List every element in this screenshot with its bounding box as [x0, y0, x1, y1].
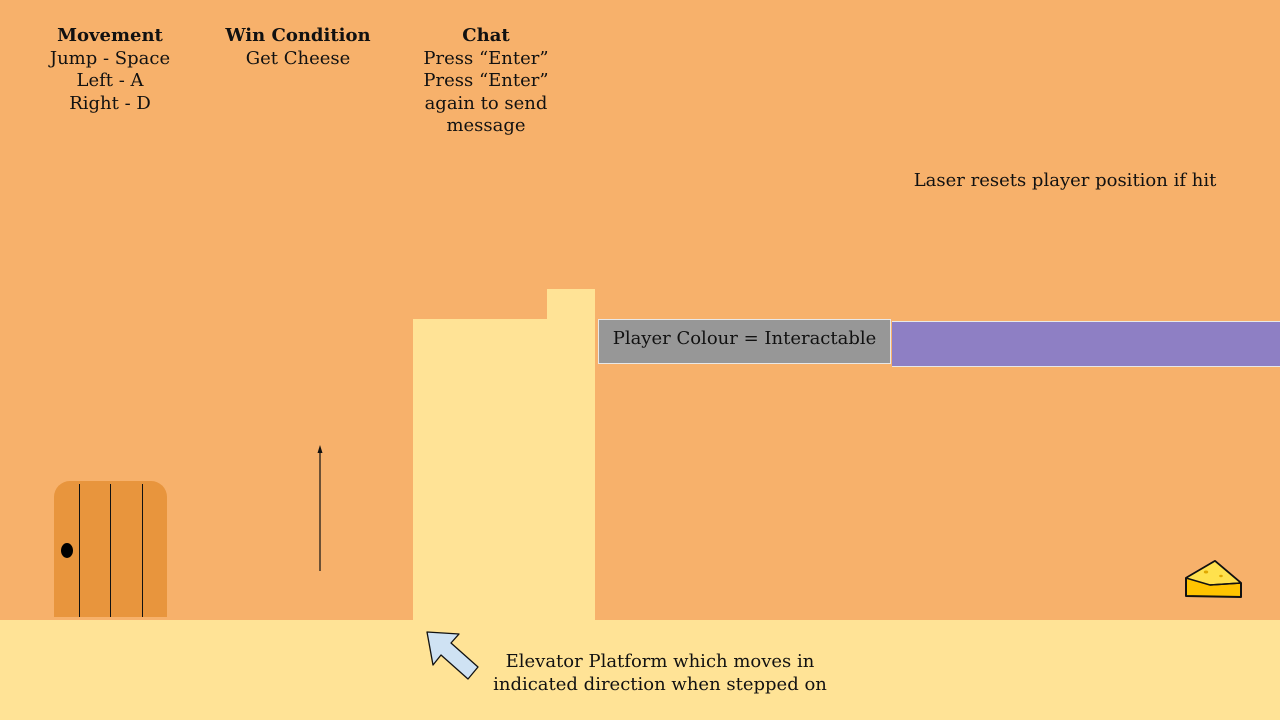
- hud-movement: Movement Jump - Space Left - A Right - D: [40, 25, 180, 115]
- cheese-icon[interactable]: [1180, 556, 1246, 602]
- laser-beam: [892, 321, 1280, 367]
- win-condition-title: Win Condition: [225, 25, 371, 46]
- chat-line-2: Press “Enter”: [423, 70, 549, 91]
- door-knob: [61, 543, 73, 558]
- movement-right: Right - D: [69, 92, 151, 114]
- elevator-platform[interactable]: [0, 620, 1280, 720]
- door-plank: [110, 484, 111, 617]
- interactable-block[interactable]: Player Colour = Interactable: [598, 319, 891, 364]
- up-arrow-icon: [317, 445, 323, 571]
- tower-platform: [413, 319, 595, 620]
- hud-win-condition: Win Condition Get Cheese: [220, 25, 376, 70]
- chat-line-4: message: [446, 115, 526, 136]
- pointer-arrow-icon: [426, 631, 479, 680]
- win-condition-text: Get Cheese: [245, 47, 351, 69]
- elevator-note-line-2: indicated direction when stepped on: [493, 673, 827, 695]
- chat-line-1: Press “Enter”: [423, 47, 549, 69]
- tower-step: [547, 289, 595, 320]
- door-icon[interactable]: [54, 481, 167, 617]
- hud-chat: Chat Press “Enter” Press “Enter” again t…: [406, 25, 566, 138]
- chat-title: Chat: [462, 25, 510, 46]
- elevator-note-line-1: Elevator Platform which moves in: [505, 651, 815, 672]
- movement-jump: Jump - Space: [49, 47, 171, 69]
- door-plank: [79, 484, 80, 617]
- laser-note: Laser resets player position if hit: [913, 170, 1217, 191]
- movement-left: Left - A: [76, 70, 144, 91]
- elevator-note: Elevator Platform which moves in indicat…: [470, 651, 850, 696]
- chat-line-3: again to send: [424, 92, 548, 114]
- movement-title: Movement: [57, 25, 163, 46]
- door-plank: [142, 484, 143, 617]
